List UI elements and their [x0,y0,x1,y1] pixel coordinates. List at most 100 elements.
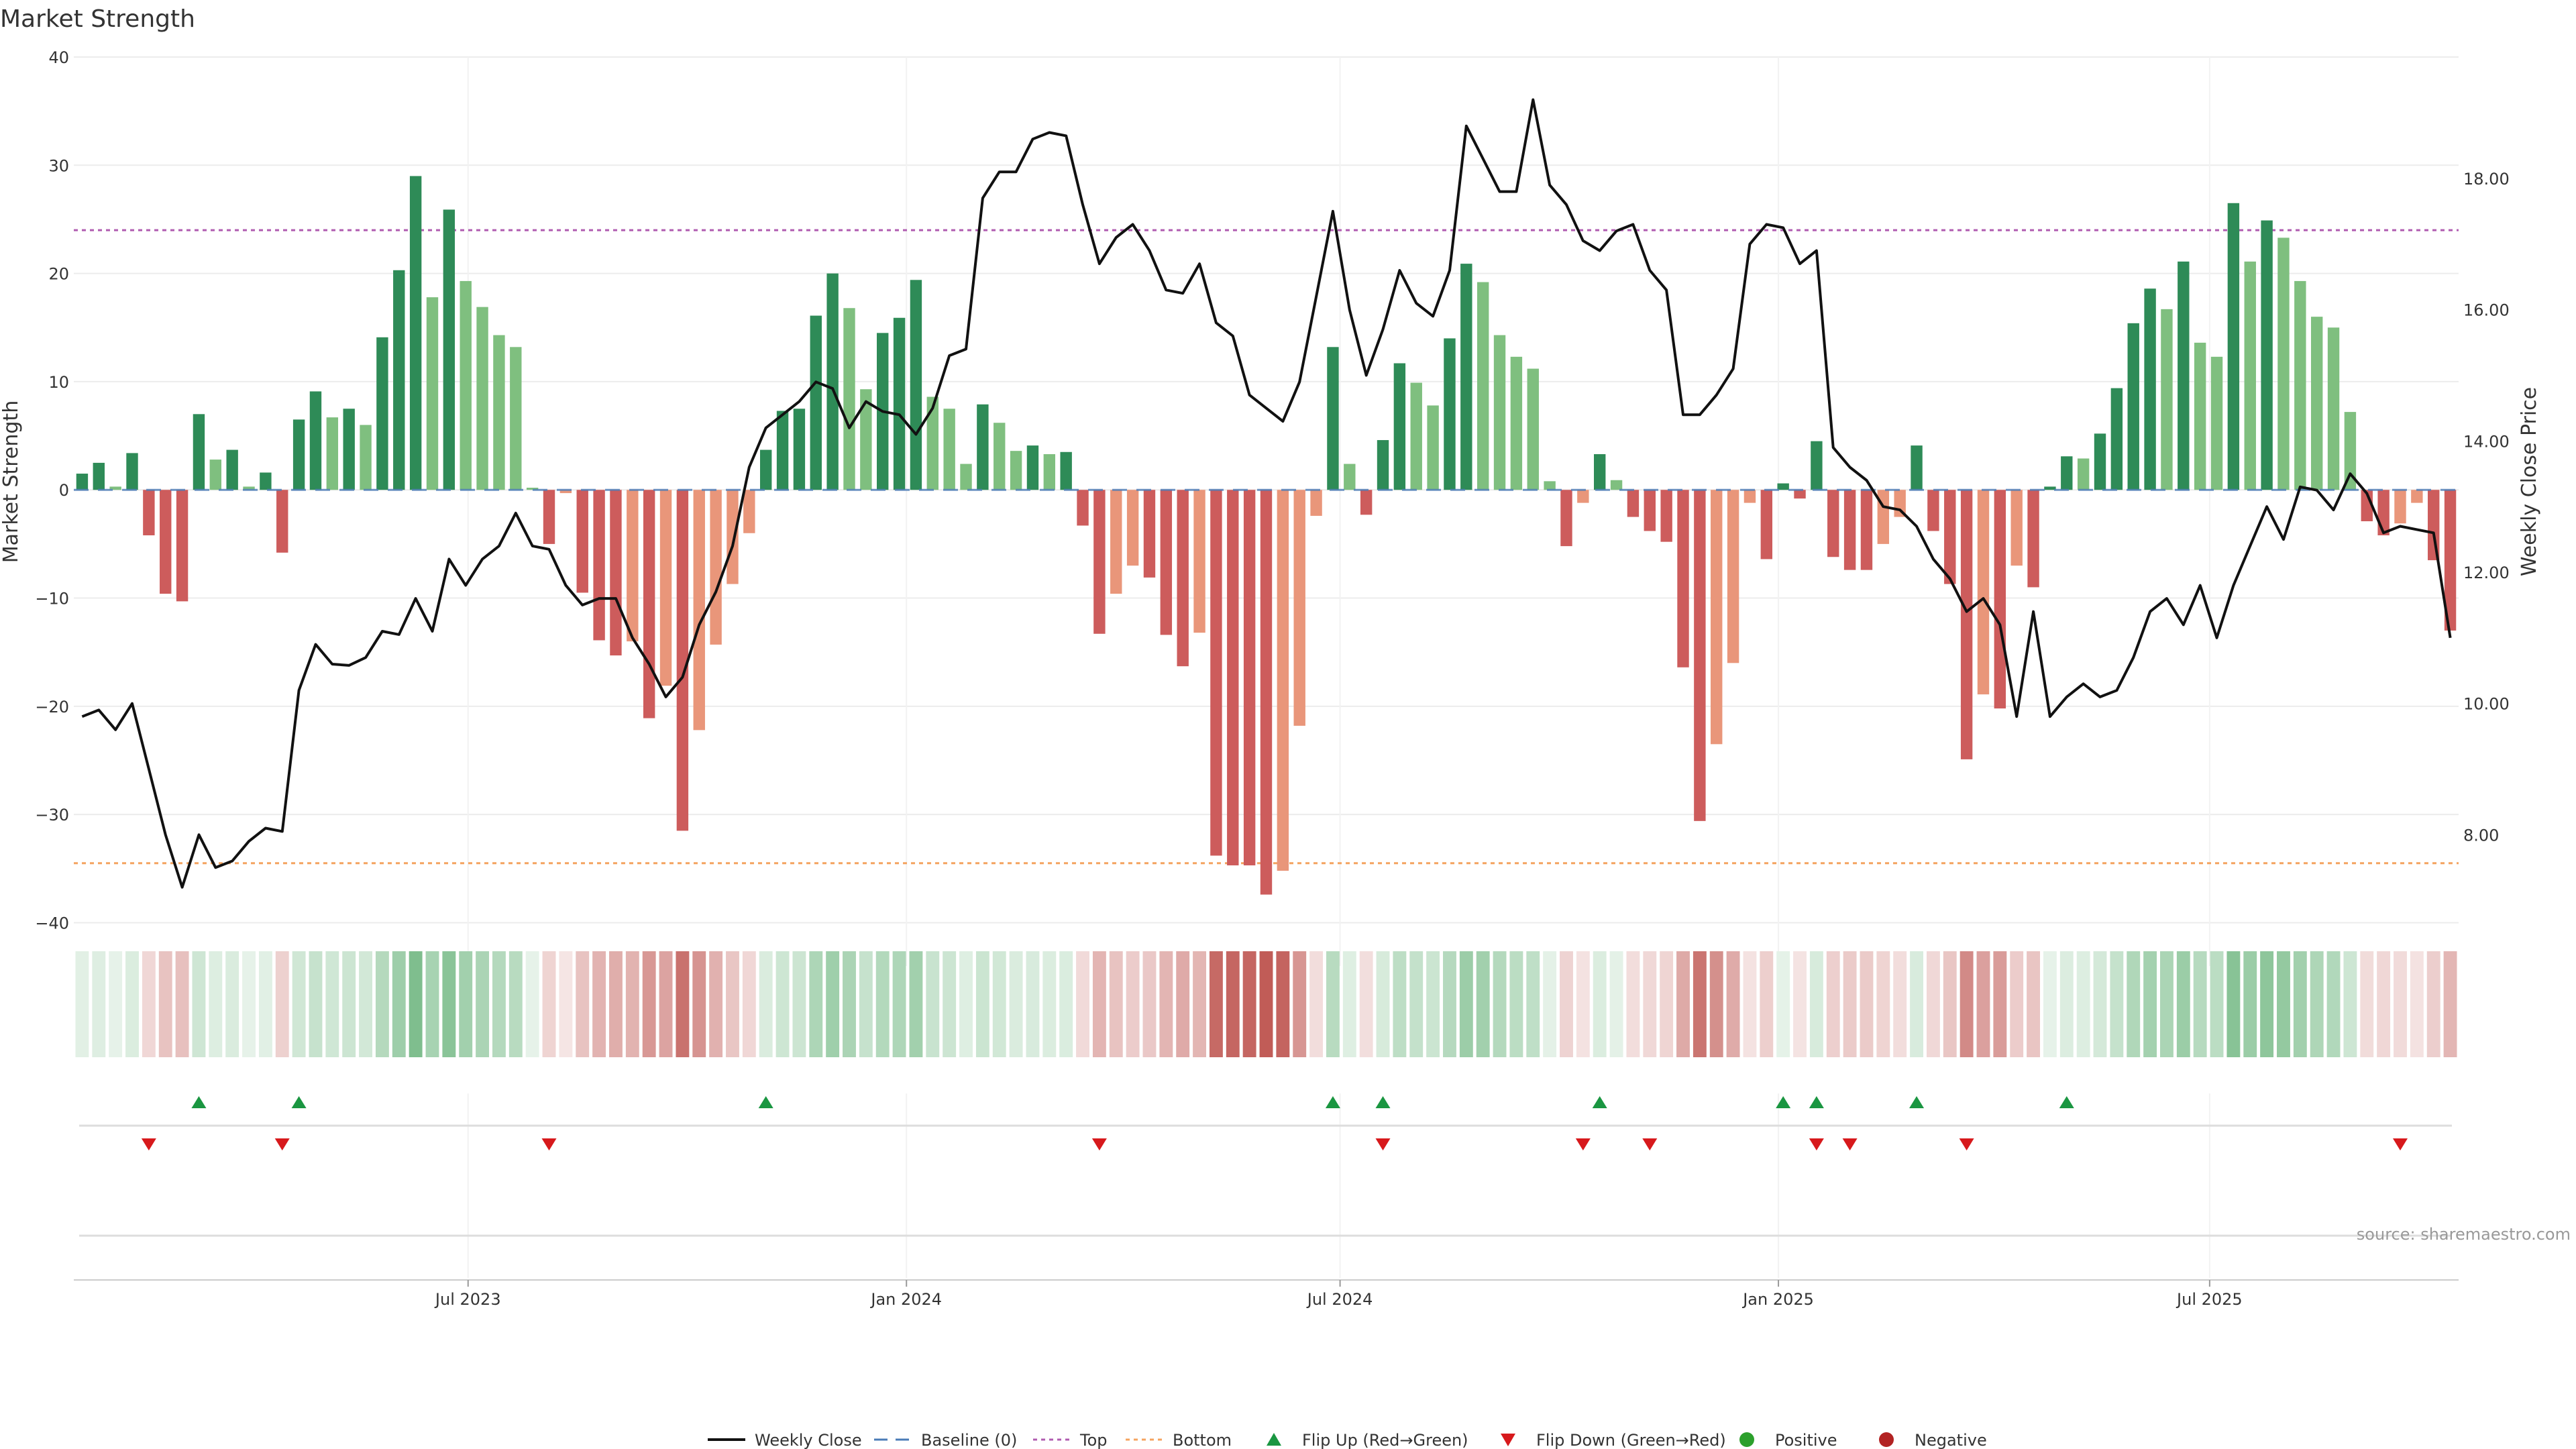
heat-cell-7 [192,951,206,1057]
weekly-close-line [81,98,2452,889]
strength-bar-78 [1377,440,1389,490]
x-gridlines [467,57,2210,966]
strength-bar-128 [2210,356,2223,490]
strength-bar-91 [1594,454,1606,490]
heat-cell-72 [1276,951,1290,1057]
strength-bar-95 [1660,490,1672,542]
strength-bar-83 [1460,264,1472,490]
heat-cell-83 [1459,951,1473,1057]
strength-bar-81 [1427,405,1439,490]
heat-cell-35 [659,951,673,1057]
heat-cell-63 [1126,951,1140,1057]
strength-bar-79 [1393,363,1406,490]
heat-cell-91 [1593,951,1607,1057]
strength-bars [76,176,2457,895]
strength-bar-31 [593,490,605,641]
heat-cell-2 [109,951,123,1057]
strength-bar-76 [1344,464,1356,490]
strength-bar-13 [292,419,305,490]
strength-bar-26 [510,347,522,490]
strength-bar-30 [576,490,588,593]
strength-bar-25 [493,335,505,490]
flip-up-marker-5 [1592,1096,1607,1108]
strength-bar-68 [1210,490,1222,856]
heat-cell-106 [1843,951,1857,1057]
heat-cell-47 [859,951,873,1057]
y-axis-label: Market Strength [0,400,23,563]
strength-bar-75 [1327,347,1339,490]
heat-cell-137 [2360,951,2374,1057]
heat-cell-74 [1309,951,1324,1057]
strength-bar-125 [2161,309,2173,490]
strength-bar-74 [1310,490,1322,516]
strength-bar-139 [2394,490,2406,524]
heat-cell-84 [1476,951,1490,1057]
strength-bar-18 [376,337,388,490]
flip-up-marker-1 [291,1096,307,1108]
heat-cell-12 [275,951,289,1057]
heat-cell-81 [1426,951,1440,1057]
legend-swatch-flip-up [1267,1433,1281,1446]
strength-bar-19 [393,270,405,490]
heat-cell-42 [775,951,790,1057]
strength-bar-138 [2377,490,2390,535]
y-tick-label-3: 10 [48,373,69,392]
heat-cell-140 [2410,951,2424,1057]
heat-cell-131 [2260,951,2274,1057]
strength-bar-5 [160,490,172,594]
strength-bar-77 [1360,490,1373,515]
flip-up-marker-8 [1909,1096,1925,1108]
strength-bar-88 [1544,481,1556,490]
y2-tick-label-2: 14.00 [2463,432,2510,451]
heat-cell-64 [1142,951,1157,1057]
heat-cell-108 [1876,951,1890,1057]
heat-cell-85 [1493,951,1507,1057]
chart-title: Market Strength [0,5,195,33]
heat-cell-67 [1193,951,1207,1057]
strength-bar-104 [1811,441,1823,490]
heat-cell-21 [425,951,439,1057]
flip-markers [79,1093,2452,1278]
flip-down-marker-0 [141,1138,156,1150]
strength-bar-6 [176,490,189,602]
strength-bar-69 [1227,490,1239,865]
heat-cell-135 [2326,951,2341,1057]
strength-bar-89 [1560,490,1572,547]
strength-bar-22 [443,209,455,490]
heat-cell-23 [459,951,473,1057]
legend-label-positive: Positive [1775,1431,1837,1449]
strength-bar-56 [1010,451,1022,490]
heat-cell-22 [442,951,456,1057]
flip-up-marker-6 [1776,1096,1791,1108]
strength-bar-114 [1977,490,1990,695]
strength-bar-15 [326,417,339,490]
heat-cell-19 [392,951,406,1057]
heat-cell-116 [2010,951,2024,1057]
strength-bar-119 [2061,456,2073,490]
x-tick-label-2: Jul 2024 [1306,1290,1373,1309]
strength-bar-80 [1410,382,1422,490]
legend-label-flip-down: Flip Down (Green→Red) [1536,1431,1726,1449]
strength-bar-105 [1827,490,1839,557]
strength-bar-116 [2010,490,2023,566]
strength-bar-120 [2077,458,2090,490]
heat-cell-141 [2426,951,2440,1057]
strength-bar-110 [1911,445,1923,490]
strength-bar-12 [276,490,288,553]
strength-bar-67 [1193,490,1205,633]
source-note: source: sharemaestro.com [2357,1225,2571,1244]
heat-cell-50 [909,951,923,1057]
strength-bar-10 [243,486,255,490]
heat-cell-125 [2160,951,2174,1057]
strength-bar-34 [643,490,655,718]
heat-cell-24 [476,951,490,1057]
strength-bar-39 [727,490,739,584]
heat-cell-38 [709,951,723,1057]
heat-cell-93 [1626,951,1640,1057]
flip-down-marker-2 [541,1138,557,1150]
y2-tick-label-4: 10.00 [2463,695,2510,714]
strength-bar-123 [2127,323,2139,490]
heat-cell-127 [2193,951,2207,1057]
strength-bar-42 [776,411,789,490]
heat-cell-115 [1993,951,2007,1057]
